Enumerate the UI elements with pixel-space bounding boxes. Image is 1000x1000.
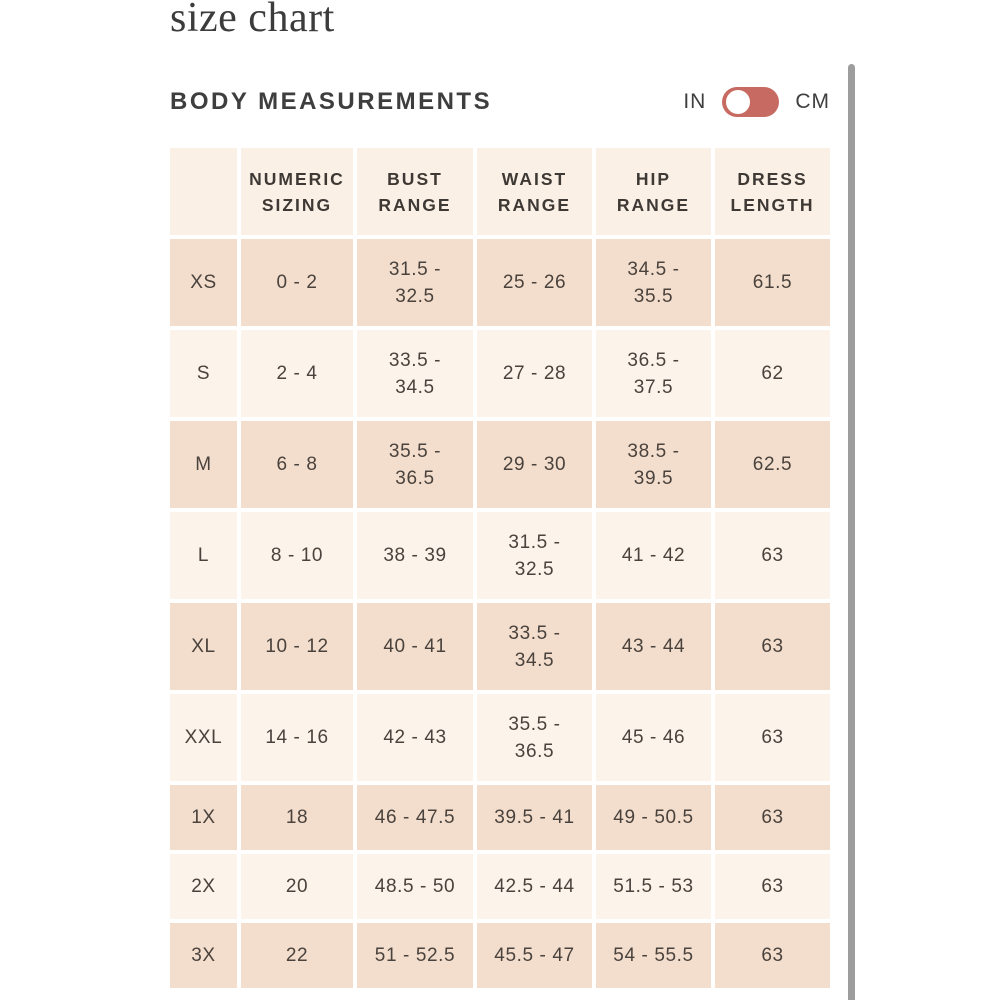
value-cell: 33.5 - 34.5 — [477, 603, 592, 690]
section-heading: BODY MEASUREMENTS — [170, 88, 493, 115]
value-cell: 35.5 - 36.5 — [477, 694, 592, 781]
row-label-cell: XXL — [170, 694, 237, 781]
value-cell: 29 - 30 — [477, 421, 592, 508]
value-cell: 20 — [241, 854, 353, 919]
value-cell: 34.5 - 35.5 — [596, 239, 711, 326]
header-cell-bust: BUST RANGE — [357, 148, 473, 235]
value-cell: 31.5 - 32.5 — [477, 512, 592, 599]
value-cell: 18 — [241, 785, 353, 850]
value-cell: 63 — [715, 923, 830, 988]
value-cell: 51 - 52.5 — [357, 923, 473, 988]
value-cell: 62 — [715, 330, 830, 417]
value-cell: 2 - 4 — [241, 330, 353, 417]
value-cell: 33.5 - 34.5 — [357, 330, 473, 417]
value-cell: 35.5 - 36.5 — [357, 421, 473, 508]
row-label-cell: XS — [170, 239, 237, 326]
value-cell: 40 - 41 — [357, 603, 473, 690]
value-cell: 8 - 10 — [241, 512, 353, 599]
header-cell-dress-length: DRESS LENGTH — [715, 148, 830, 235]
value-cell: 63 — [715, 854, 830, 919]
value-cell: 62.5 — [715, 421, 830, 508]
value-cell: 42 - 43 — [357, 694, 473, 781]
row-label-cell: 3X — [170, 923, 237, 988]
value-cell: 43 - 44 — [596, 603, 711, 690]
row-label-cell: 1X — [170, 785, 237, 850]
value-cell: 39.5 - 41 — [477, 785, 592, 850]
value-cell: 46 - 47.5 — [357, 785, 473, 850]
header-cell-waist: WAIST RANGE — [477, 148, 592, 235]
header-cell-numeric: NUMERIC SIZING — [241, 148, 353, 235]
size-table: NUMERIC SIZING BUST RANGE WAIST RANGE HI… — [170, 148, 830, 988]
page-title: size chart — [170, 0, 335, 41]
unit-toggle[interactable] — [722, 87, 780, 117]
value-cell: 61.5 — [715, 239, 830, 326]
header-cell-hip: HIP RANGE — [596, 148, 711, 235]
value-cell: 48.5 - 50 — [357, 854, 473, 919]
value-cell: 51.5 - 53 — [596, 854, 711, 919]
value-cell: 45 - 46 — [596, 694, 711, 781]
value-cell: 49 - 50.5 — [596, 785, 711, 850]
value-cell: 27 - 28 — [477, 330, 592, 417]
value-cell: 63 — [715, 512, 830, 599]
row-label-cell: M — [170, 421, 237, 508]
value-cell: 14 - 16 — [241, 694, 353, 781]
value-cell: 6 - 8 — [241, 421, 353, 508]
value-cell: 41 - 42 — [596, 512, 711, 599]
unit-label-cm[interactable]: CM — [795, 90, 830, 113]
value-cell: 42.5 - 44 — [477, 854, 592, 919]
header-cell-blank — [170, 148, 237, 235]
row-label-cell: XL — [170, 603, 237, 690]
toggle-knob — [726, 90, 751, 114]
value-cell: 54 - 55.5 — [596, 923, 711, 988]
unit-label-in[interactable]: IN — [683, 90, 707, 113]
row-label-cell: S — [170, 330, 237, 417]
value-cell: 10 - 12 — [241, 603, 353, 690]
section-header: BODY MEASUREMENTS IN CM — [170, 84, 830, 120]
value-cell: 63 — [715, 603, 830, 690]
value-cell: 38.5 - 39.5 — [596, 421, 711, 508]
value-cell: 38 - 39 — [357, 512, 473, 599]
value-cell: 63 — [715, 785, 830, 850]
value-cell: 0 - 2 — [241, 239, 353, 326]
row-label-cell: 2X — [170, 854, 237, 919]
value-cell: 45.5 - 47 — [477, 923, 592, 988]
unit-toggle-group: IN CM — [683, 87, 830, 117]
value-cell: 22 — [241, 923, 353, 988]
value-cell: 63 — [715, 694, 830, 781]
value-cell: 31.5 - 32.5 — [357, 239, 473, 326]
value-cell: 25 - 26 — [477, 239, 592, 326]
value-cell: 36.5 - 37.5 — [596, 330, 711, 417]
scrollbar-thumb[interactable] — [848, 64, 855, 1000]
row-label-cell: L — [170, 512, 237, 599]
